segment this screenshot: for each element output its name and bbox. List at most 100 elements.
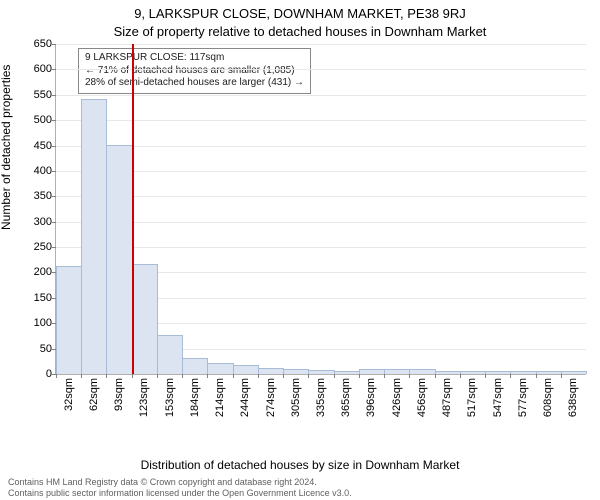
histogram-bar: [56, 266, 82, 374]
histogram-bar: [308, 370, 334, 374]
ytick-mark: [52, 146, 56, 147]
gridline: [56, 222, 586, 223]
xtick-label: 62sqm: [88, 378, 100, 411]
xtick-label: 214sqm: [214, 378, 226, 417]
chart-title-sub: Size of property relative to detached ho…: [0, 24, 600, 39]
xtick-label: 456sqm: [416, 378, 428, 417]
histogram-bar: [359, 369, 385, 374]
ytick-label: 500: [34, 114, 52, 126]
ytick-label: 250: [34, 241, 52, 253]
xtick-label: 517sqm: [466, 378, 478, 417]
gridline: [56, 171, 586, 172]
histogram-bar: [81, 99, 107, 374]
footer-line2: Contains public sector information licen…: [8, 488, 352, 498]
ytick-label: 450: [34, 140, 52, 152]
x-axis-label: Distribution of detached houses by size …: [0, 458, 600, 472]
histogram-bar: [334, 371, 360, 374]
histogram-bar: [561, 371, 587, 374]
xtick-label: 305sqm: [290, 378, 302, 417]
histogram-bar: [132, 264, 158, 374]
ytick-mark: [52, 120, 56, 121]
xtick-mark: [308, 374, 309, 378]
chart-title-main: 9, LARKSPUR CLOSE, DOWNHAM MARKET, PE38 …: [0, 6, 600, 21]
xtick-label: 638sqm: [567, 378, 579, 417]
xtick-mark: [384, 374, 385, 378]
xtick-mark: [435, 374, 436, 378]
xtick-label: 547sqm: [492, 378, 504, 417]
ytick-mark: [52, 222, 56, 223]
histogram-bar: [384, 369, 410, 374]
chart-plot-area: 9 LARKSPUR CLOSE: 117sqm ← 71% of detach…: [55, 44, 586, 375]
ytick-mark: [52, 171, 56, 172]
ytick-label: 400: [34, 165, 52, 177]
xtick-mark: [207, 374, 208, 378]
histogram-bar: [460, 371, 486, 374]
ytick-label: 350: [34, 190, 52, 202]
xtick-mark: [132, 374, 133, 378]
histogram-bar: [485, 371, 511, 374]
xtick-label: 123sqm: [138, 378, 150, 417]
histogram-bar: [510, 371, 536, 374]
annotation-line1: 9 LARKSPUR CLOSE: 117sqm: [85, 52, 304, 65]
xtick-mark: [334, 374, 335, 378]
xtick-label: 244sqm: [239, 378, 251, 417]
gridline: [56, 69, 586, 70]
ytick-label: 650: [34, 38, 52, 50]
xtick-mark: [561, 374, 562, 378]
gridline: [56, 44, 586, 45]
ytick-mark: [52, 95, 56, 96]
annotation-box: 9 LARKSPUR CLOSE: 117sqm ← 71% of detach…: [78, 48, 311, 94]
xtick-mark: [233, 374, 234, 378]
xtick-mark: [56, 374, 57, 378]
xtick-mark: [81, 374, 82, 378]
xtick-mark: [106, 374, 107, 378]
gridline: [56, 196, 586, 197]
histogram-bar: [409, 369, 435, 374]
ytick-label: 600: [34, 63, 52, 75]
ytick-label: 0: [46, 368, 52, 380]
histogram-bar: [207, 363, 233, 374]
gridline: [56, 95, 586, 96]
histogram-bar: [258, 368, 284, 374]
footer-attribution: Contains HM Land Registry data © Crown c…: [8, 477, 352, 498]
histogram-bar: [283, 369, 309, 374]
ytick-mark: [52, 247, 56, 248]
ytick-label: 150: [34, 292, 52, 304]
ytick-mark: [52, 69, 56, 70]
ytick-label: 50: [40, 343, 52, 355]
ytick-mark: [52, 44, 56, 45]
xtick-mark: [485, 374, 486, 378]
annotation-line3: 28% of semi-detached houses are larger (…: [85, 77, 304, 90]
xtick-label: 184sqm: [189, 378, 201, 417]
gridline: [56, 146, 586, 147]
ytick-label: 200: [34, 266, 52, 278]
xtick-mark: [283, 374, 284, 378]
xtick-mark: [157, 374, 158, 378]
xtick-label: 153sqm: [164, 378, 176, 417]
gridline: [56, 120, 586, 121]
histogram-bar: [157, 335, 183, 374]
histogram-bar: [435, 371, 461, 374]
xtick-mark: [510, 374, 511, 378]
xtick-mark: [409, 374, 410, 378]
xtick-label: 608sqm: [542, 378, 554, 417]
property-marker-line: [132, 44, 134, 374]
xtick-label: 487sqm: [441, 378, 453, 417]
ytick-label: 550: [34, 89, 52, 101]
ytick-mark: [52, 196, 56, 197]
y-axis-label: Number of detached properties: [0, 65, 13, 230]
histogram-bar: [182, 358, 208, 374]
ytick-label: 100: [34, 317, 52, 329]
xtick-label: 335sqm: [315, 378, 327, 417]
xtick-label: 426sqm: [391, 378, 403, 417]
ytick-label: 300: [34, 216, 52, 228]
xtick-label: 577sqm: [517, 378, 529, 417]
xtick-label: 274sqm: [265, 378, 277, 417]
histogram-bar: [106, 145, 132, 374]
histogram-bar: [233, 365, 259, 374]
xtick-label: 396sqm: [365, 378, 377, 417]
xtick-label: 365sqm: [340, 378, 352, 417]
xtick-mark: [182, 374, 183, 378]
xtick-label: 32sqm: [63, 378, 75, 411]
histogram-bar: [536, 371, 562, 374]
